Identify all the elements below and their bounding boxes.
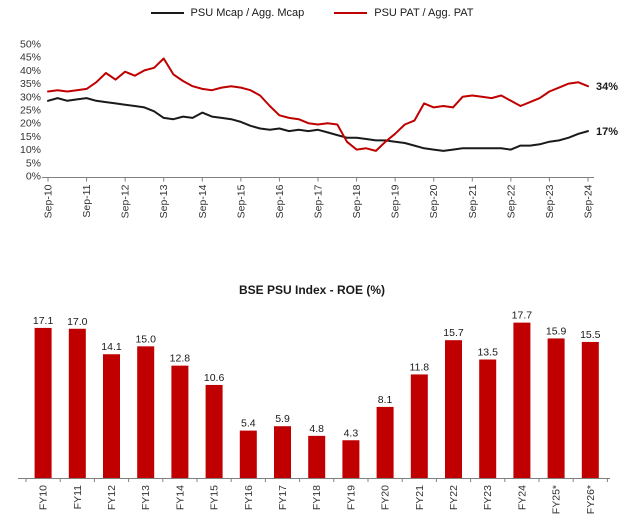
legend-item-mcap: PSU Mcap / Agg. Mcap: [150, 7, 305, 19]
bar-FY24: [513, 322, 531, 478]
bar-category-label: FY19: [345, 485, 357, 510]
bar-value-label: 15.9: [546, 325, 567, 337]
y-axis-tick-label: 50%: [20, 39, 41, 51]
bar-FY25*: [547, 338, 565, 478]
series-end-label: 17%: [596, 126, 618, 138]
bar-category-label: FY17: [277, 485, 289, 510]
bar-value-label: 15.5: [580, 329, 601, 341]
bar-category-label: FY26*: [585, 485, 597, 514]
line-chart-legend: PSU Mcap / Agg. Mcap PSU PAT / Agg. PAT: [0, 7, 624, 19]
y-axis-tick-label: 10%: [20, 144, 41, 156]
bar-category-label: FY23: [482, 485, 494, 510]
y-axis-tick-label: 40%: [20, 65, 41, 77]
line-chart: 0% 5%10%15%20%25% 30%35%40%45%50% Sep-10 Sep…: [20, 39, 618, 219]
bar-chart-title: BSE PSU Index - ROE (%): [238, 283, 386, 297]
bar-value-label: 15.0: [135, 333, 156, 345]
x-axis-tick-label: Sep-17: [313, 184, 325, 218]
bar-category-label: FY21: [414, 485, 426, 510]
bar-FY16: [239, 430, 257, 478]
bar-FY19: [342, 440, 360, 478]
bar-value-label: 15.7: [443, 327, 464, 339]
y-axis-tick-label: 25%: [20, 105, 41, 117]
bar-value-label: 14.1: [101, 341, 122, 353]
legend-line-sample-red: [334, 12, 368, 14]
line-series-0: [47, 97, 589, 152]
legend-label-mcap: PSU Mcap / Agg. Mcap: [190, 7, 305, 19]
x-axis-tick-label: Sep-10: [43, 184, 55, 218]
bar-category-label: FY11: [72, 485, 84, 509]
bar-category-label: FY22: [448, 485, 460, 510]
bar-value-label: 8.1: [378, 394, 393, 406]
x-axis-tick-label: Sep-15: [235, 184, 247, 218]
bar-category-label: FY15: [209, 485, 221, 510]
x-axis-tick-label: Sep-22: [505, 184, 517, 218]
bar-FY12: [103, 354, 120, 478]
x-axis-tick-label: Sep-20: [428, 184, 440, 218]
legend-label-pat: PSU PAT / Agg. PAT: [374, 7, 474, 19]
line-series-1: [47, 57, 589, 152]
bar-value-label: 12.8: [170, 353, 191, 365]
x-axis-tick-label: Sep-19: [390, 184, 402, 218]
x-axis-tick-label: Sep-16: [274, 184, 286, 218]
bar-category-label: FY18: [311, 485, 323, 510]
bar-FY14: [171, 365, 189, 478]
bar-FY26*: [581, 341, 599, 478]
y-axis-tick-label: 0%: [26, 171, 41, 183]
bar-category-label: FY10: [38, 485, 50, 510]
bar-FY21: [410, 374, 428, 478]
y-axis-tick-label: 30%: [20, 91, 41, 103]
bar-value-label: 4.8: [309, 423, 324, 435]
bar-FY11: [68, 328, 86, 478]
x-axis-tick-label: Sep-12: [120, 184, 132, 218]
bar-category-label: FY14: [174, 485, 186, 510]
x-axis-tick-label: Sep-11: [81, 184, 93, 217]
bar-FY17: [274, 426, 291, 478]
y-axis-tick-label: 5%: [26, 157, 41, 169]
bar-value-label: 5.4: [241, 418, 256, 430]
y-axis-tick-label: 45%: [20, 52, 41, 64]
y-axis-tick-label: 35%: [20, 78, 41, 90]
series-end-label: 34%: [596, 81, 618, 93]
x-axis-tick-label: Sep-21: [467, 184, 479, 218]
x-axis-tick-label: Sep-18: [351, 184, 363, 218]
bar-category-label: FY25*: [551, 485, 563, 514]
bar-category-label: FY12: [106, 485, 118, 510]
x-axis-tick-label: Sep-14: [197, 184, 209, 218]
x-axis-tick-label: Sep-13: [158, 184, 170, 218]
bar-value-label: 17.1: [33, 315, 54, 327]
legend-item-pat: PSU PAT / Agg. PAT: [334, 7, 473, 19]
legend-line-sample-black: [150, 12, 184, 14]
bar-category-label: FY20: [380, 485, 392, 510]
bar-value-label: 17.0: [67, 316, 88, 328]
bar-value-label: 10.6: [204, 372, 225, 384]
y-axis-tick-label: 20%: [20, 118, 41, 130]
bar-value-label: 4.3: [344, 427, 359, 439]
bar-value-label: 17.7: [512, 310, 533, 322]
bar-FY23: [479, 359, 497, 478]
bar-FY18: [308, 435, 326, 478]
bar-category-label: FY24: [516, 485, 528, 510]
bar-FY22: [445, 340, 462, 478]
y-axis-tick-label: 15%: [20, 131, 41, 143]
bar-FY15: [205, 384, 223, 478]
bar-category-label: FY13: [140, 485, 152, 510]
bar-chart: 17.1 FY10 17.0 FY11 14.1 FY12 15.0 FY13 12.8 FY14…: [18, 310, 610, 514]
x-axis-tick-label: Sep-24: [583, 184, 595, 218]
bar-category-label: FY16: [243, 485, 255, 510]
bar-value-label: 11.8: [409, 361, 429, 373]
bar-value-label: 5.9: [275, 413, 290, 425]
x-axis-tick-label: Sep-23: [544, 184, 556, 218]
bar-value-label: 13.5: [477, 347, 498, 359]
bar-FY13: [137, 346, 155, 478]
bar-FY20: [376, 406, 394, 478]
bar-FY10: [34, 327, 52, 478]
